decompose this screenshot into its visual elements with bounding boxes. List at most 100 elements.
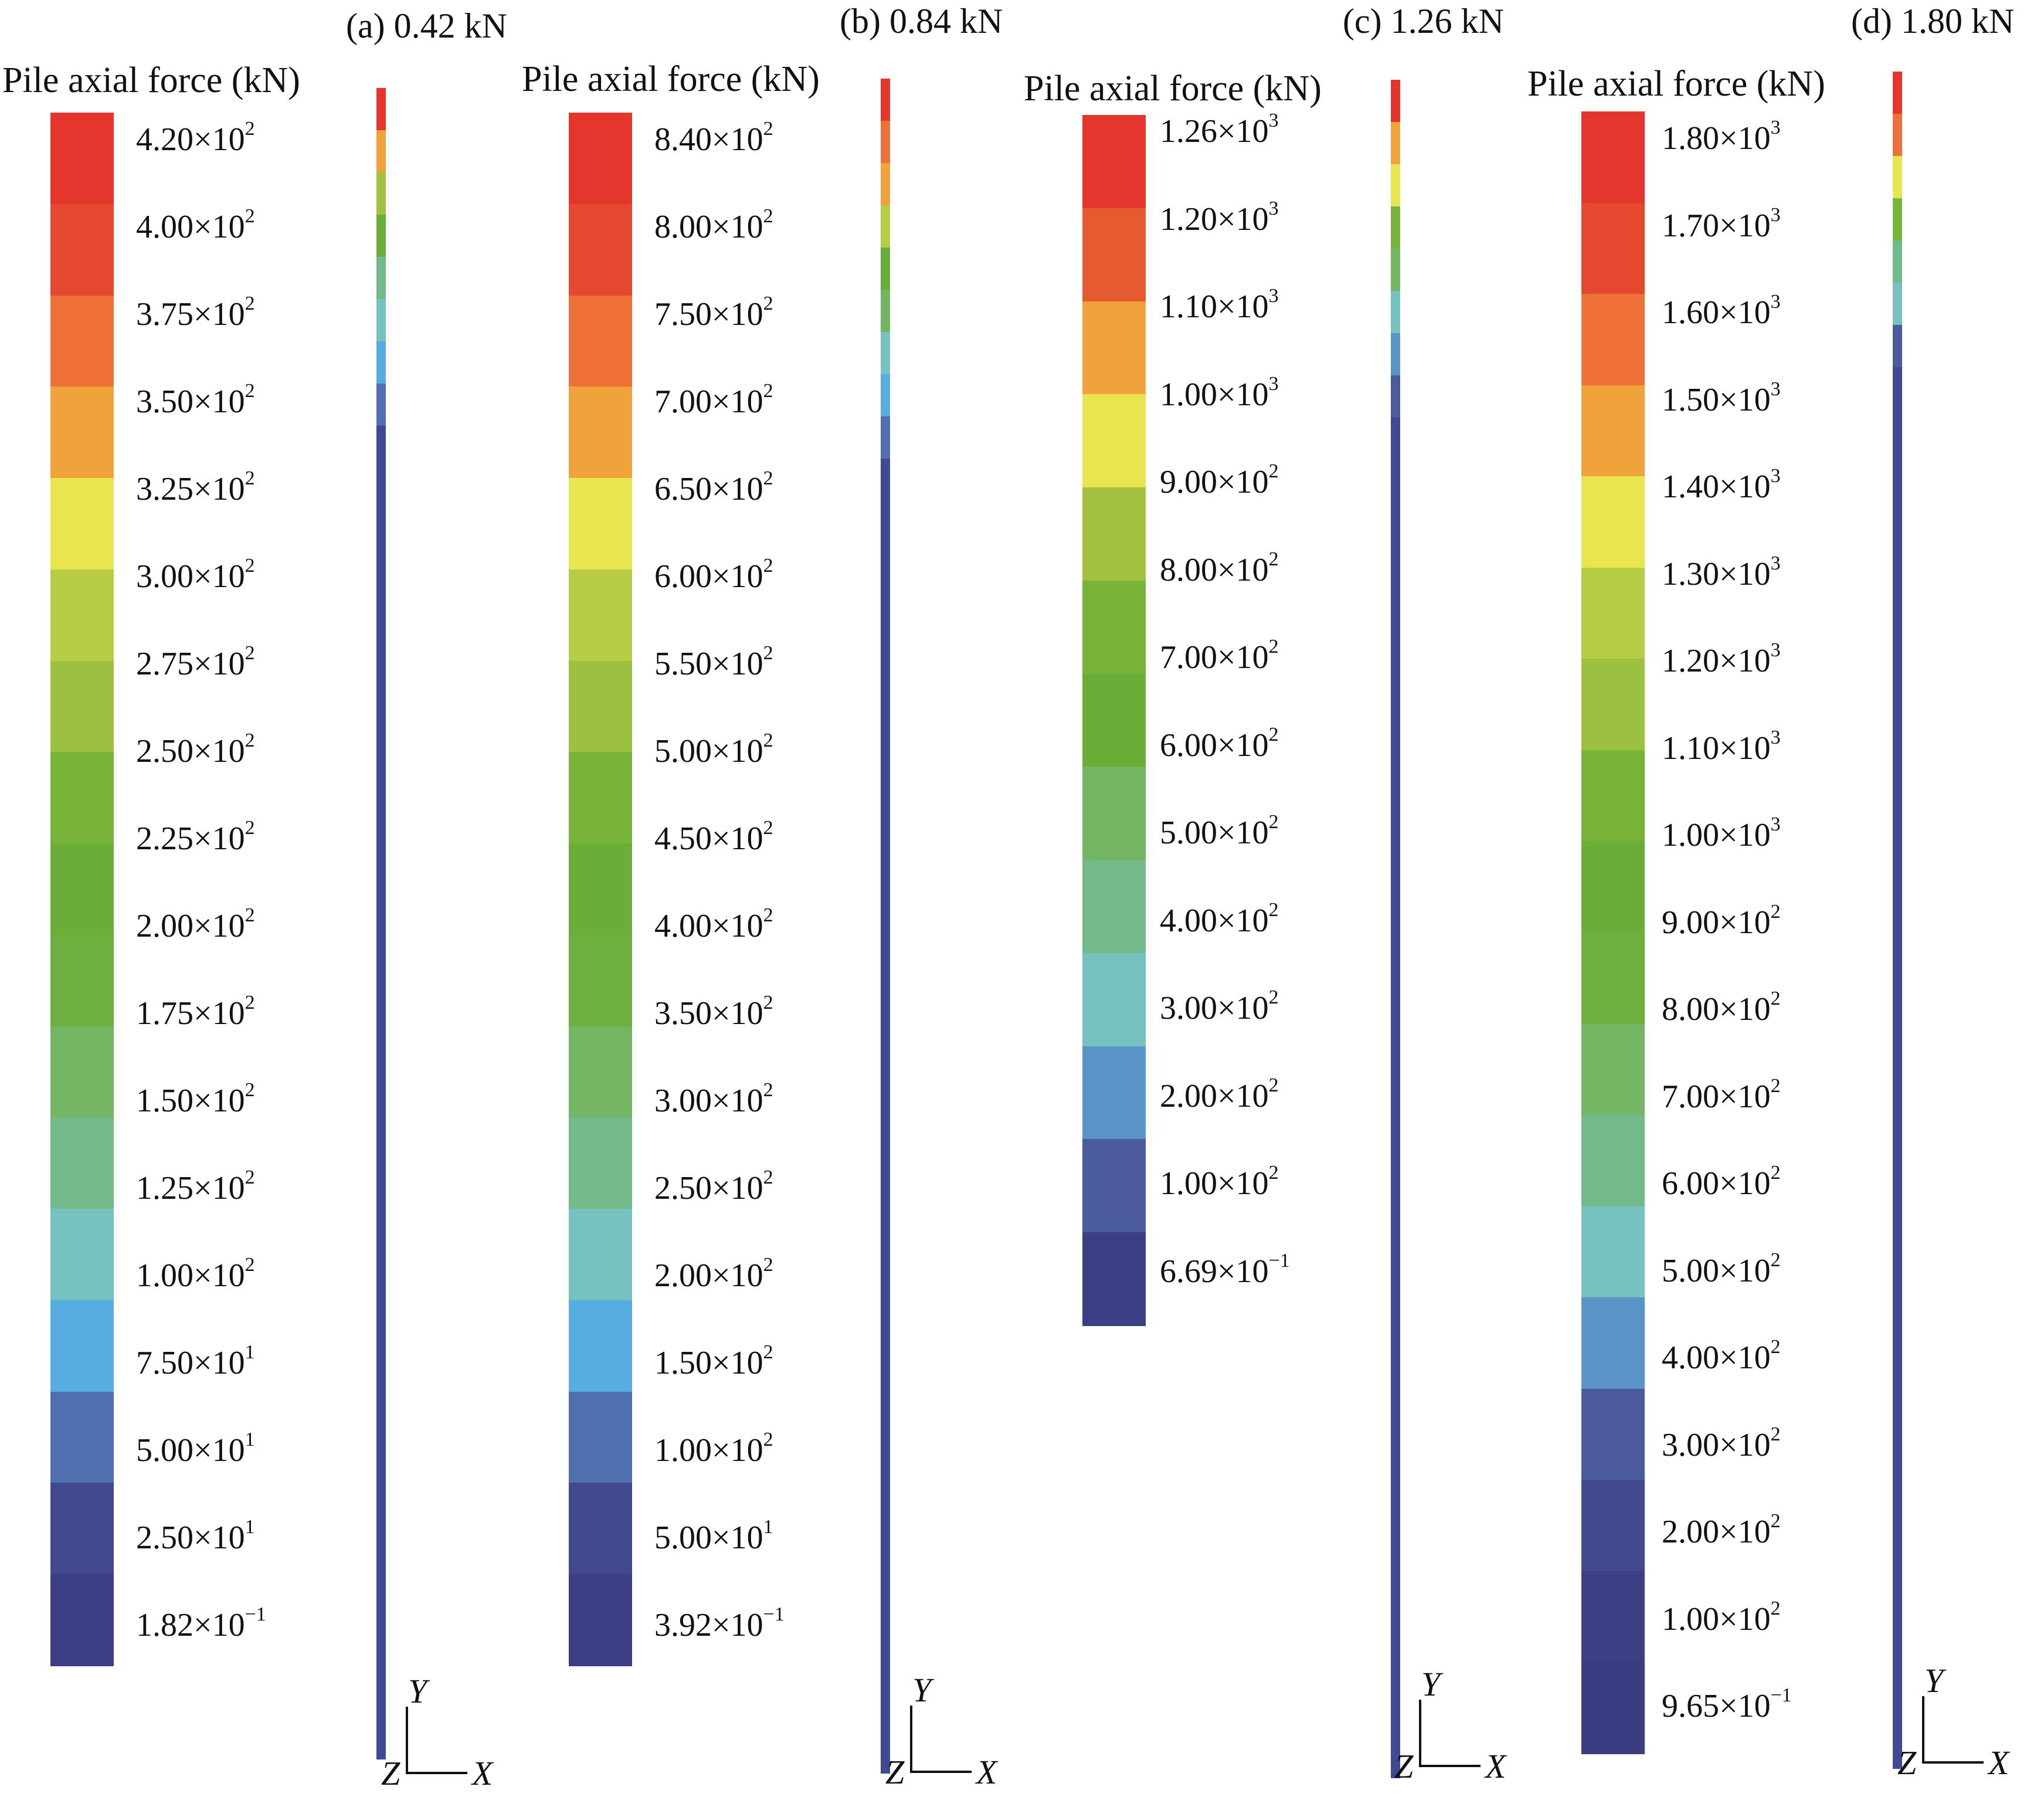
colorbar-band [1581,750,1645,842]
colorbar-band [1581,1388,1645,1481]
colorbar-tick-label: 4.50×102 [654,817,773,857]
pile-segment [1893,72,1902,114]
colorbar-band [1082,860,1146,954]
colorbar-band [569,660,632,753]
colorbar-tick-label: 3.00×102 [136,555,255,595]
colorbar-band [1581,567,1645,660]
pile-segment [1391,206,1400,249]
pile-segment [881,121,890,164]
colorbar-tick-label: 1.60×103 [1662,291,1781,331]
colorbar-band [50,204,114,296]
colorbar-tick-label: 4.00×102 [1160,899,1279,939]
colorbar-band [1581,385,1645,477]
colorbar-tick-label: 1.82×10−1 [136,1603,266,1643]
pile-segment [376,426,386,1759]
colorbar-tick-label: 1.50×102 [654,1341,773,1381]
colorbar-tick-label: 8.40×102 [654,118,773,158]
colorbar-band [1082,394,1146,489]
pile-segment [1893,240,1902,283]
colorbar-tick-label: 3.00×102 [1160,986,1279,1026]
pile-segment [376,88,386,131]
colorbar-tick-label: 8.00×102 [654,205,773,245]
colorbar-tick-label: 2.00×102 [136,904,255,944]
colorbar-band [50,1117,114,1210]
pile-segment [1391,291,1400,334]
colorbar-tick-label: 1.00×102 [654,1429,773,1469]
colorbar-tick-label: 7.00×102 [1160,636,1279,676]
colorbar-band [569,1483,632,1575]
colorbar-tick-label: 4.00×102 [654,904,773,944]
colorbar-tick-label: 6.50×102 [654,467,773,507]
pile-a [376,88,386,1759]
pile-segment [1893,367,1902,1769]
colorbar-band [50,660,114,753]
colorbar-band [569,1026,632,1118]
x-axis-arrow [910,1771,972,1773]
colorbar-tick-label: 2.25×102 [136,817,255,857]
colorbar-tick-label: 1.10×103 [1160,285,1279,325]
colorbar-tick-label: 2.00×102 [654,1254,773,1294]
colorbar-band [1082,487,1146,581]
colorbar-band [1581,1115,1645,1207]
z-axis-label: Z [381,1754,400,1792]
colorbar-band [1082,1232,1146,1326]
colorbar-d [1581,111,1645,1754]
pile-c [1391,80,1400,1778]
y-axis-label: Y [1924,1662,1944,1700]
pile-segment [1893,283,1902,326]
colorbar-tick-label: 5.00×101 [136,1429,255,1469]
colorbar-tick-label: 3.00×102 [654,1079,773,1119]
colorbar-band [569,1391,632,1484]
colorbar-band [1082,673,1146,768]
pile-segment [881,205,890,248]
colorbar-tick-label: 2.00×102 [1662,1510,1781,1550]
colorbar-band [1581,659,1645,751]
colorbar-tick-label: 3.75×102 [136,293,255,333]
colorbar-tick-label: 5.00×102 [654,730,773,769]
y-axis-arrow [1419,1700,1421,1767]
panel-title-b: (b) 0.84 kN [840,2,1003,40]
pile-segment [881,416,890,459]
colorbar-tick-label: 1.70×103 [1662,204,1781,244]
colorbar-a [50,113,114,1666]
panel-title-a: (a) 0.42 kN [346,6,507,45]
colorbar-band [1082,767,1146,861]
colorbar-tick-label: 1.00×103 [1160,372,1279,413]
pile-segment [881,163,890,206]
legend-title-a: Pile axial force (kN) [2,60,300,100]
pile-segment [376,130,386,173]
legend-title-b: Pile axial force (kN) [522,59,820,99]
colorbar-band [569,387,632,479]
colorbar-band [569,1574,632,1666]
x-axis-label: X [976,1753,997,1791]
colorbar-band [569,295,632,388]
x-axis-label: X [472,1754,493,1792]
panel-title-d: (d) 1.80 kN [1851,2,2015,40]
colorbar-tick-label: 2.50×102 [654,1167,773,1206]
colorbar-band [1581,476,1645,568]
pile-segment [1391,249,1400,291]
x-axis-arrow [1419,1765,1481,1767]
colorbar-band [1082,580,1146,674]
colorbar-band [1082,1046,1146,1140]
colorbar-tick-label: 2.75×102 [136,642,255,682]
colorbar-tick-label: 3.25×102 [136,467,255,507]
colorbar-band [1082,115,1146,209]
colorbar-band [50,1574,114,1666]
colorbar-tick-label: 6.00×102 [1160,723,1279,764]
pile-segment [1391,418,1400,1778]
colorbar-tick-label: 3.00×102 [1662,1423,1781,1463]
colorbar-tick-label: 1.00×102 [1160,1162,1279,1202]
pile-d [1893,72,1902,1769]
colorbar-band [50,1391,114,1484]
colorbar-tick-label: 3.92×10−1 [654,1603,785,1643]
pile-segment [376,384,386,426]
colorbar-tick-label: 6.00×102 [654,555,773,595]
colorbar-tick-label: 1.25×102 [136,1167,255,1206]
colorbar-band [569,204,632,296]
pile-segment [881,374,890,417]
colorbar-tick-label: 9.65×10−1 [1662,1684,1792,1724]
colorbar-tick-label: 1.40×103 [1662,465,1781,505]
colorbar-band [1082,208,1146,302]
